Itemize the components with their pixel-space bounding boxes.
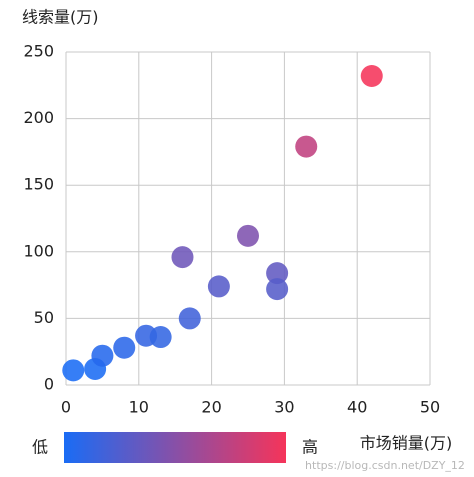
scatter-point xyxy=(171,246,194,269)
y-axis-title: 线索量(万) xyxy=(22,8,99,27)
scatter-point xyxy=(207,275,230,298)
scatter-point xyxy=(149,326,172,349)
y-tick-label: 100 xyxy=(23,241,54,260)
scatter-point xyxy=(178,307,201,330)
y-tick-label: 50 xyxy=(34,308,54,327)
y-tick-label: 0 xyxy=(44,375,54,394)
scatter-point xyxy=(113,336,136,359)
x-tick-label: 30 xyxy=(274,398,294,417)
x-tick-label: 40 xyxy=(347,398,367,417)
scatter-point xyxy=(62,359,85,382)
visual-map-low: 低 xyxy=(32,438,48,457)
x-tick-label: 20 xyxy=(201,398,221,417)
x-tick-label: 50 xyxy=(420,398,440,417)
scatter-point xyxy=(91,344,114,367)
watermark: https://blog.csdn.net/DZY_12 xyxy=(305,459,465,472)
scatter-point xyxy=(295,135,318,158)
scatter-point xyxy=(266,278,289,301)
x-axis-title: 市场销量(万) xyxy=(360,434,453,453)
y-tick-label: 250 xyxy=(23,42,54,61)
y-tick-label: 200 xyxy=(23,108,54,127)
x-tick-label: 10 xyxy=(129,398,149,417)
scatter-point xyxy=(266,262,289,285)
scatter-point xyxy=(237,224,259,247)
scatter-point xyxy=(360,64,383,87)
visual-map-high: 高 xyxy=(302,438,318,457)
y-tick-label: 150 xyxy=(23,175,54,194)
x-tick-label: 0 xyxy=(61,398,71,417)
color-bar xyxy=(64,432,286,463)
